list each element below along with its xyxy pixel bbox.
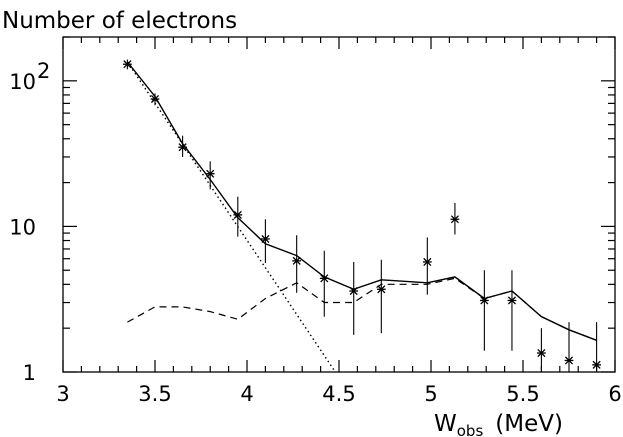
y-tick-label: 1: [23, 361, 36, 385]
data-point: [450, 202, 460, 235]
x-tick-label: 4: [240, 382, 253, 406]
x-tick-label: 5.5: [506, 382, 539, 406]
data-point: [507, 270, 517, 351]
x-tick-label: 6: [608, 382, 621, 406]
data-point: [150, 93, 160, 106]
x-axis-title-unit: (MeV): [495, 411, 563, 437]
x-axis-title-subscript: obs: [457, 422, 484, 437]
y-tick-label: 10: [9, 215, 36, 239]
data-point: [233, 196, 243, 237]
data-point: [319, 250, 329, 317]
data-point: [537, 328, 546, 372]
data-point: [123, 59, 132, 70]
data-point: [349, 261, 359, 335]
solid-curve: [126, 61, 597, 341]
y-axis-title: Number of electrons: [2, 8, 237, 34]
x-tick-label: 5: [424, 382, 437, 406]
x-tick-label: 3: [56, 382, 69, 406]
plot-frame: [62, 36, 616, 373]
axis-ticks: [62, 36, 616, 373]
data-points: [123, 59, 601, 372]
x-axis-title: Wobs (MeV): [434, 411, 563, 437]
data-point: [292, 235, 302, 293]
data-point: [479, 270, 489, 351]
data-point: [178, 135, 187, 157]
data-point: [376, 259, 386, 334]
dotted-curve: [126, 61, 336, 373]
x-tick-label: 4.5: [322, 382, 355, 406]
data-point: [205, 161, 215, 190]
x-axis-title-main: W: [434, 411, 457, 437]
data-point: [261, 219, 270, 264]
data-point: [564, 322, 574, 372]
dashed-curve: [127, 277, 597, 341]
data-point: [422, 237, 432, 295]
y-tick-exponent: 2: [37, 59, 50, 83]
data-point: [592, 322, 601, 372]
curves: [126, 61, 597, 373]
y-tick-label: 10: [9, 70, 36, 94]
x-tick-label: 3.5: [138, 382, 171, 406]
